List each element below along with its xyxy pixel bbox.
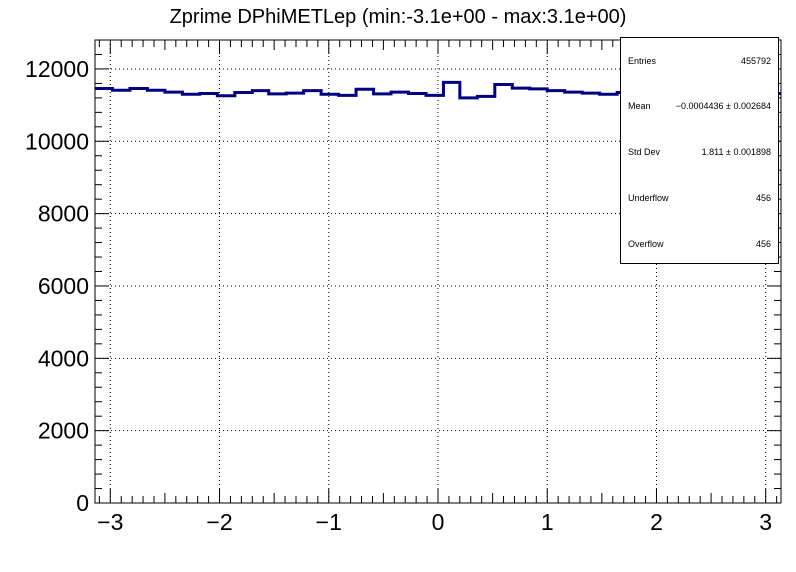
x-tick-label: −2 [206, 509, 232, 535]
x-tick-label: 1 [541, 509, 554, 535]
x-tick-label: −1 [316, 509, 342, 535]
stats-label: Std Dev [628, 147, 661, 157]
stats-label: Entries [628, 56, 657, 66]
tick-labels: −3 −2 −1 0 1 2 3 0 2000 4000 6000 8000 10000 12000 [25, 56, 772, 535]
stats-value: 456 [755, 239, 771, 249]
x-tick-label: 0 [432, 509, 445, 535]
stats-row-overflow: Overflow 456 [628, 237, 771, 251]
stats-value: 456 [755, 193, 771, 203]
stats-row-entries: Entries 455792 [628, 54, 771, 68]
x-tick-label: −3 [97, 509, 123, 535]
x-tick-label: 2 [650, 509, 663, 535]
stats-label: Overflow [628, 239, 664, 249]
stats-label: Mean [628, 101, 651, 111]
y-tick-label: 6000 [38, 273, 89, 299]
stats-row-mean: Mean −0.0004436 ± 0.002684 [628, 99, 771, 113]
y-tick-label: 4000 [38, 345, 89, 371]
y-tick-label: 12000 [25, 56, 89, 82]
stats-box: Entries 455792 Mean −0.0004436 ± 0.00268… [620, 37, 779, 264]
y-tick-label: 8000 [38, 201, 89, 227]
stats-row-underflow: Underflow 456 [628, 191, 771, 205]
stats-row-std-dev: Std Dev 1.811 ± 0.001898 [628, 145, 771, 159]
y-tick-label: 10000 [25, 128, 89, 154]
y-tick-label: 0 [76, 490, 89, 516]
chart-title: Zprime DPhiMETLep (min:-3.1e+00 - max:3.… [169, 6, 627, 28]
stats-value: −0.0004436 ± 0.002684 [675, 101, 771, 111]
stats-label: Underflow [628, 193, 669, 203]
y-tick-label: 2000 [38, 418, 89, 444]
stats-value: 1.811 ± 0.001898 [701, 147, 771, 157]
stats-value: 455792 [740, 56, 771, 66]
x-tick-label: 3 [759, 509, 772, 535]
